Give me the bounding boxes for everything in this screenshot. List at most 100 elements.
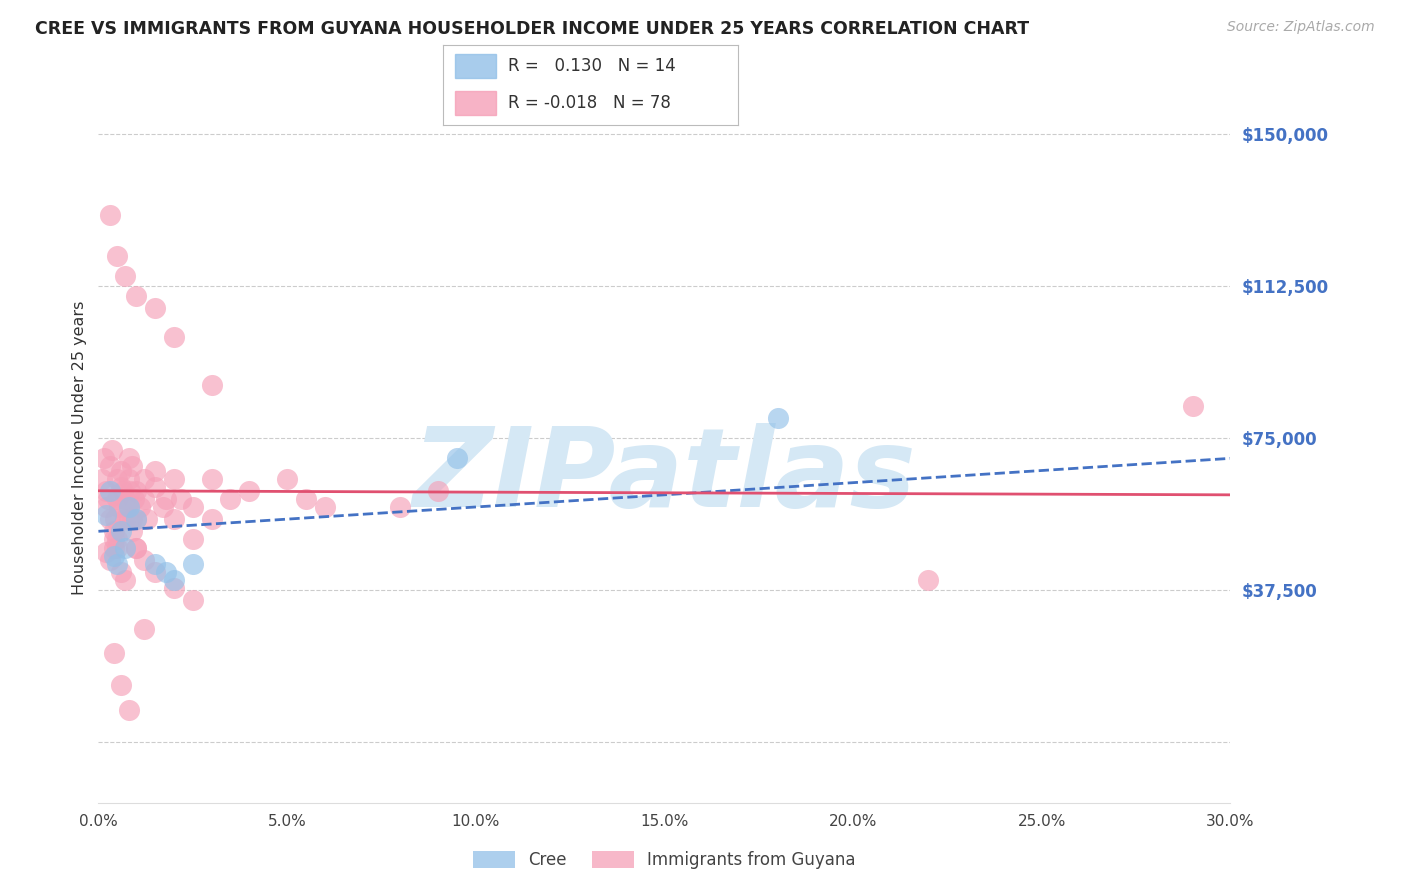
Point xyxy=(163,581,186,595)
Point xyxy=(132,472,155,486)
Point xyxy=(98,459,121,474)
Point xyxy=(152,500,174,514)
Point xyxy=(201,472,224,486)
Point xyxy=(104,512,127,526)
Point xyxy=(155,491,177,506)
Text: Source: ZipAtlas.com: Source: ZipAtlas.com xyxy=(1227,20,1375,34)
Point xyxy=(181,533,204,547)
Point xyxy=(163,472,186,486)
Point xyxy=(117,512,139,526)
Point xyxy=(94,544,117,558)
Point xyxy=(110,524,132,539)
Point xyxy=(155,565,177,579)
Point xyxy=(105,472,128,486)
Point xyxy=(98,512,121,526)
Point xyxy=(103,549,125,563)
Point xyxy=(181,500,204,514)
Point xyxy=(94,500,117,514)
Point xyxy=(110,463,132,477)
Point xyxy=(276,472,298,486)
Point xyxy=(163,330,186,344)
Point xyxy=(766,410,789,425)
Text: ZIPatlas: ZIPatlas xyxy=(412,423,917,530)
Point xyxy=(446,451,468,466)
Point xyxy=(94,483,117,498)
Point xyxy=(122,491,145,506)
Point xyxy=(108,500,131,514)
Point xyxy=(121,524,143,539)
Point xyxy=(125,541,148,555)
Point xyxy=(125,483,148,498)
Point xyxy=(97,491,120,506)
Point xyxy=(136,512,159,526)
Point xyxy=(125,512,148,526)
Point xyxy=(105,557,128,571)
Point xyxy=(143,480,166,494)
Point xyxy=(114,491,136,506)
Bar xyxy=(454,91,496,115)
Point xyxy=(114,512,136,526)
Point xyxy=(117,472,139,486)
Point xyxy=(121,459,143,474)
Point xyxy=(117,451,139,466)
Text: R =   0.130   N = 14: R = 0.130 N = 14 xyxy=(508,57,676,75)
Point xyxy=(110,565,132,579)
Text: CREE VS IMMIGRANTS FROM GUYANA HOUSEHOLDER INCOME UNDER 25 YEARS CORRELATION CHA: CREE VS IMMIGRANTS FROM GUYANA HOUSEHOLD… xyxy=(35,20,1029,37)
Point xyxy=(181,593,204,607)
Point xyxy=(1181,399,1204,413)
Point xyxy=(163,573,186,587)
Point xyxy=(103,541,125,555)
Point xyxy=(389,500,412,514)
Point xyxy=(427,483,450,498)
Point xyxy=(143,557,166,571)
Point xyxy=(120,483,142,498)
Point xyxy=(111,483,134,498)
Point xyxy=(238,483,260,498)
Point xyxy=(110,678,132,692)
Point xyxy=(117,500,139,514)
Legend: Cree, Immigrants from Guyana: Cree, Immigrants from Guyana xyxy=(467,845,862,876)
Point xyxy=(125,512,148,526)
Point xyxy=(201,378,224,392)
Point xyxy=(110,480,132,494)
Point xyxy=(132,622,155,636)
Point xyxy=(143,463,166,477)
Point xyxy=(125,541,148,555)
Point xyxy=(103,524,125,539)
Point xyxy=(105,541,128,555)
Bar xyxy=(454,54,496,78)
Point xyxy=(132,552,155,566)
Point xyxy=(91,472,114,486)
Point xyxy=(314,500,336,514)
Point xyxy=(132,491,155,506)
Point xyxy=(143,301,166,316)
Point xyxy=(117,703,139,717)
Point xyxy=(114,573,136,587)
Point xyxy=(181,557,204,571)
Point xyxy=(295,491,318,506)
Point xyxy=(94,508,117,522)
Point xyxy=(98,552,121,566)
Point xyxy=(100,443,122,458)
Point xyxy=(103,533,125,547)
Point xyxy=(121,512,143,526)
Point xyxy=(163,512,186,526)
Point xyxy=(105,533,128,547)
Point xyxy=(129,500,152,514)
Point xyxy=(114,541,136,555)
Point xyxy=(201,512,224,526)
Text: R = -0.018   N = 78: R = -0.018 N = 78 xyxy=(508,95,671,112)
Point xyxy=(143,565,166,579)
Point xyxy=(125,289,148,303)
Point xyxy=(115,500,138,514)
Point xyxy=(93,451,115,466)
Point xyxy=(103,646,125,660)
Point xyxy=(917,573,939,587)
Point xyxy=(170,491,193,506)
Point xyxy=(114,268,136,283)
Point xyxy=(105,249,128,263)
Point xyxy=(98,483,121,498)
Point xyxy=(105,491,128,506)
Point xyxy=(98,208,121,222)
Point xyxy=(219,491,242,506)
